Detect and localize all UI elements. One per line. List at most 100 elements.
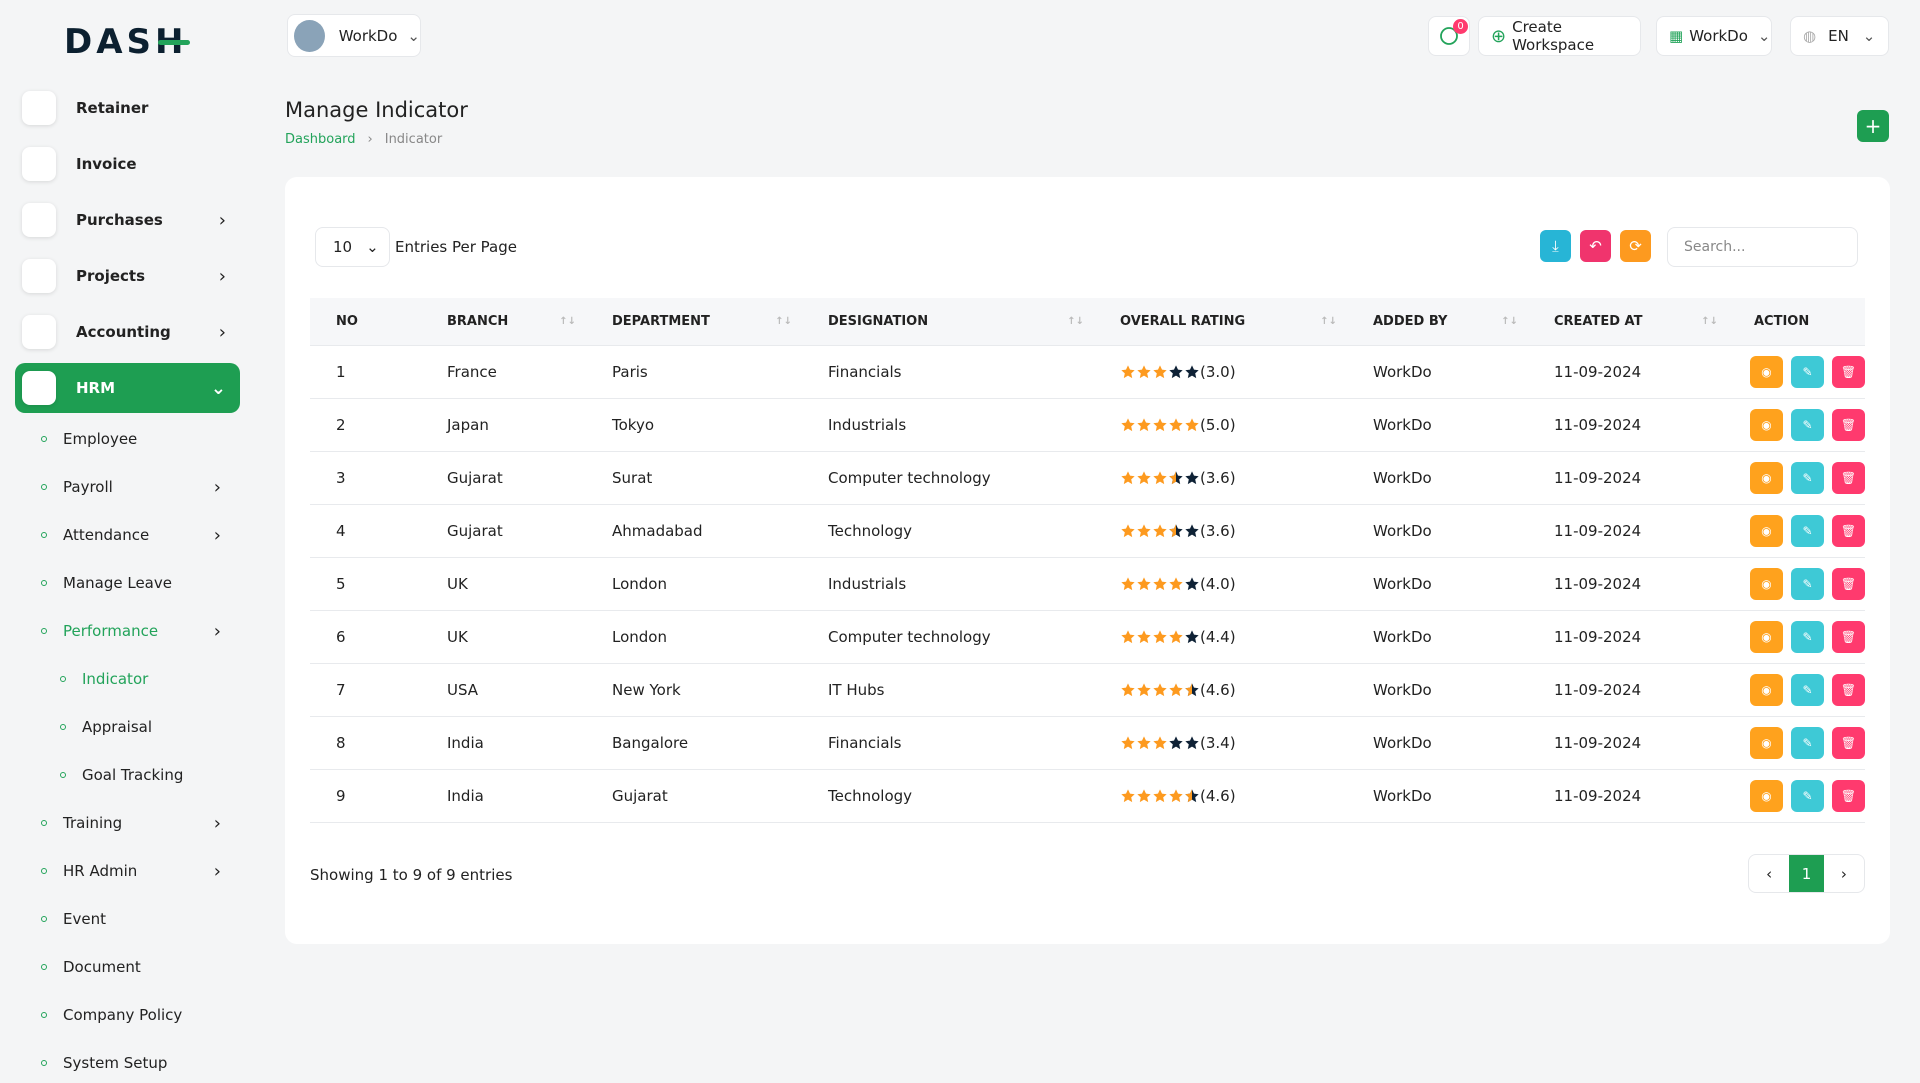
language-menu[interactable]: ◍EN⌄ [1790,16,1889,56]
search-input[interactable]: Search... [1667,227,1858,267]
sidebar-item[interactable]: Event [15,899,240,939]
sort-icon[interactable]: ↑↓ [775,316,792,327]
cell-no: 8 [310,717,421,770]
cell-created-at: 11-09-2024 [1528,770,1728,823]
edit-button[interactable]: ✎ [1791,621,1824,653]
sidebar-item[interactable]: Purchases› [15,195,240,245]
delete-button[interactable]: 🗑 [1832,568,1865,600]
next-page[interactable]: › [1824,854,1864,893]
pagination: ‹ 1 › [1748,854,1865,893]
column-header: ACTION [1728,298,1865,346]
cell-action: ◉✎🗑 [1728,505,1865,558]
bullet [60,676,66,682]
edit-button[interactable]: ✎ [1791,515,1824,547]
sidebar-item[interactable]: Payroll› [15,467,240,507]
view-button[interactable]: ◉ [1750,727,1783,759]
workspace-select[interactable]: WorkDo ⌄ [287,14,421,57]
view-button[interactable]: ◉ [1750,780,1783,812]
sidebar-item[interactable]: Performance› [15,611,240,651]
breadcrumb: Dashboard › Indicator [285,132,442,147]
view-button[interactable]: ◉ [1750,515,1783,547]
breadcrumb-link[interactable]: Dashboard [285,132,356,147]
edit-button[interactable]: ✎ [1791,409,1824,441]
edit-button[interactable]: ✎ [1791,727,1824,759]
table-row: 6UKLondonComputer technology(4.4)WorkDo1… [310,611,1865,664]
delete-button[interactable]: 🗑 [1832,780,1865,812]
sidebar-item[interactable]: Training› [15,803,240,843]
column-header[interactable]: OVERALL RATING↑↓ [1094,298,1347,346]
view-button[interactable]: ◉ [1750,409,1783,441]
sidebar-item[interactable]: HR Admin› [15,851,240,891]
breadcrumb-separator: › [368,132,373,147]
sidebar-item[interactable]: Employee [15,419,240,459]
delete-button[interactable]: 🗑 [1832,515,1865,547]
column-header[interactable]: DESIGNATION↑↓ [802,298,1094,346]
sidebar-item[interactable]: Attendance› [15,515,240,555]
add-button[interactable]: + [1857,110,1889,142]
sidebar-item[interactable]: Invoice [15,139,240,189]
sidebar-item[interactable]: System Setup [15,1043,240,1083]
cell-action: ◉✎🗑 [1728,346,1865,399]
column-header[interactable]: CREATED AT↑↓ [1528,298,1728,346]
sidebar-item[interactable]: HRM⌄ [15,363,240,413]
edit-button[interactable]: ✎ [1791,568,1824,600]
rating-label: (5.0) [1200,416,1236,434]
view-button[interactable]: ◉ [1750,356,1783,388]
view-button[interactable]: ◉ [1750,462,1783,494]
sort-icon[interactable]: ↑↓ [1501,316,1518,327]
view-button[interactable]: ◉ [1750,568,1783,600]
edit-button[interactable]: ✎ [1791,356,1824,388]
cell-designation: Technology [802,770,1094,823]
column-header[interactable]: DEPARTMENT↑↓ [586,298,802,346]
edit-button[interactable]: ✎ [1791,674,1824,706]
delete-button[interactable]: 🗑 [1832,409,1865,441]
column-header[interactable]: ADDED BY↑↓ [1347,298,1528,346]
cell-action: ◉✎🗑 [1728,664,1865,717]
column-header[interactable]: BRANCH↑↓ [421,298,586,346]
entries-select[interactable]: 10⌄ [315,227,390,267]
delete-button[interactable]: 🗑 [1832,674,1865,706]
view-button[interactable]: ◉ [1750,674,1783,706]
sidebar-item[interactable]: Company Policy [15,995,240,1035]
sort-icon[interactable]: ↑↓ [1701,316,1718,327]
delete-button[interactable]: 🗑 [1832,727,1865,759]
bullet [41,436,47,442]
messages-button[interactable]: 0 [1428,16,1470,56]
edit-button[interactable]: ✎ [1791,462,1824,494]
cell-no: 9 [310,770,421,823]
bullet [41,484,47,490]
item-label: Attendance [63,526,149,544]
sidebar-item[interactable]: Indicator [15,659,240,699]
delete-button[interactable]: 🗑 [1832,462,1865,494]
sort-icon[interactable]: ↑↓ [559,316,576,327]
prev-page[interactable]: ‹ [1749,854,1789,893]
create-workspace-button[interactable]: ⊕Create Workspace [1478,16,1641,56]
view-button[interactable]: ◉ [1750,621,1783,653]
sidebar-item[interactable]: Projects› [15,251,240,301]
sidebar-item[interactable]: Accounting› [15,307,240,357]
cell-designation: Computer technology [802,452,1094,505]
sidebar-item[interactable]: Goal Tracking [15,755,240,795]
current-page[interactable]: 1 [1789,854,1823,893]
column-header: NO [310,298,421,346]
table-row: 2JapanTokyoIndustrials(5.0)WorkDo11-09-2… [310,399,1865,452]
sort-icon[interactable]: ↑↓ [1320,316,1337,327]
sidebar-item[interactable]: Retainer [15,83,240,133]
user-menu[interactable]: ▦WorkDo⌄ [1656,16,1772,56]
cell-created-at: 11-09-2024 [1528,717,1728,770]
delete-button[interactable]: 🗑 [1832,621,1865,653]
sidebar-item[interactable]: Document [15,947,240,987]
sidebar-item[interactable]: Appraisal [15,707,240,747]
edit-button[interactable]: ✎ [1791,780,1824,812]
refresh-button[interactable]: ⟳ [1620,230,1651,262]
reset-button[interactable]: ↶ [1580,230,1611,262]
item-icon [22,315,56,349]
delete-button[interactable]: 🗑 [1832,356,1865,388]
chevron: ⌄ [366,238,379,256]
sidebar-item[interactable]: Manage Leave [15,563,240,603]
cell-added-by: WorkDo [1347,505,1528,558]
sort-icon[interactable]: ↑↓ [1067,316,1084,327]
cell-created-at: 11-09-2024 [1528,399,1728,452]
table-row: 8IndiaBangaloreFinancials(3.4)WorkDo11-0… [310,717,1865,770]
export-button[interactable]: ⤓ [1540,230,1571,262]
